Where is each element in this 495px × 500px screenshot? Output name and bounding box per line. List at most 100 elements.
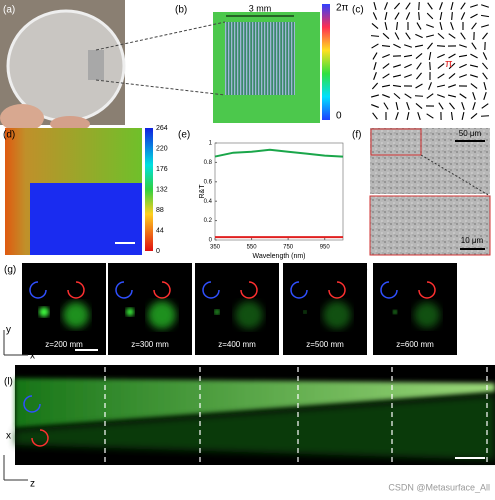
focus-image: [373, 263, 457, 355]
orientation: [427, 42, 433, 50]
orientation: [384, 11, 388, 21]
orientation: [461, 111, 465, 121]
orientation: [382, 94, 390, 98]
orientation: [372, 52, 378, 60]
axis-arrow: [3, 455, 28, 481]
colorbar-label: 2π: [336, 3, 349, 14]
orientation: [417, 112, 421, 120]
lcp-icon: [290, 281, 308, 299]
orientation: [373, 72, 377, 80]
orientation: [447, 94, 457, 98]
panel-label: (c): [352, 5, 364, 16]
sem-zoom: [369, 195, 491, 256]
orientation: [404, 63, 412, 69]
orientation: [451, 11, 453, 21]
orientation: [437, 94, 445, 98]
scale-label: 3 mm: [249, 3, 272, 13]
orientation: [426, 113, 434, 119]
panel-label: (k): [356, 265, 368, 276]
orientation: [426, 93, 434, 99]
orientation: [415, 52, 423, 60]
y-tick-label: 0: [209, 238, 213, 244]
focus-spot: [126, 308, 134, 316]
focus-label: z=200 mm: [45, 340, 83, 349]
orientation: [470, 53, 478, 59]
grating: [225, 22, 295, 95]
focus-spot: [63, 302, 89, 328]
colorbar-tick: 44: [156, 227, 164, 234]
orientation: [480, 14, 490, 18]
orientation: [448, 84, 456, 88]
x-tick-label: 550: [247, 245, 258, 251]
orientation: [470, 83, 478, 89]
orientation: [480, 115, 490, 117]
orientation: [448, 53, 456, 59]
orientation: [459, 44, 467, 48]
axis-arrow: [3, 330, 28, 356]
orientation: [448, 62, 456, 70]
orientation: [426, 12, 434, 20]
colorbar-label: 0: [336, 111, 342, 122]
orientation: [439, 2, 443, 10]
panel-label: (f): [352, 130, 361, 141]
metasurface: [88, 50, 104, 80]
focus-spot: [39, 307, 49, 317]
orientation: [416, 22, 422, 30]
y-tick-label: 0.6: [204, 179, 213, 185]
panel-label: (g): [4, 265, 16, 276]
watermark: CSDN @Metasurface_All: [388, 482, 490, 492]
zoom-line: [95, 21, 226, 51]
orientation: [415, 33, 423, 39]
plot-frame: [214, 142, 344, 241]
orientation: [426, 24, 434, 28]
panel-label: (i): [180, 265, 189, 276]
colorbar: [145, 128, 153, 251]
focus-spot: [393, 310, 397, 314]
panel-label: (l): [4, 377, 13, 388]
orientation: [418, 11, 420, 21]
orientation: [470, 74, 478, 78]
orientation: [405, 12, 411, 20]
scale-label: 10 μm: [461, 236, 484, 245]
panel-label: (h): [92, 265, 104, 276]
orientation: [436, 45, 446, 47]
zoom-line: [95, 79, 226, 96]
orientation: [448, 73, 456, 79]
orientation: [393, 64, 401, 68]
orientation: [483, 92, 487, 100]
orientation: [371, 104, 379, 108]
orientation: [437, 73, 445, 79]
orientation: [449, 102, 455, 110]
colorbar-tick: 264: [156, 125, 168, 132]
axis-label: x: [30, 351, 35, 362]
colorbar-tick: 176: [156, 166, 168, 173]
orientation: [460, 2, 466, 10]
orientation: [403, 54, 413, 58]
orientation: [459, 63, 467, 69]
orientation: [381, 84, 391, 88]
orientation: [394, 32, 400, 40]
orientation: [384, 2, 388, 10]
orientation: [382, 73, 390, 79]
orientation: [392, 74, 402, 78]
focus-label: z=300 mm: [131, 340, 169, 349]
orientation: [448, 33, 456, 39]
orientation: [471, 42, 477, 50]
y-tick-label: 1: [209, 141, 213, 147]
orientation: [373, 1, 377, 11]
orientation: [371, 94, 379, 98]
orientation: [481, 103, 489, 109]
focus-spot: [148, 301, 176, 329]
axis-label: z: [30, 479, 35, 490]
orientation: [406, 102, 410, 110]
orientation: [450, 22, 454, 30]
orientation: [418, 1, 420, 11]
finger: [0, 104, 44, 132]
x-axis-label: Wavelength (nm): [252, 253, 305, 260]
colorbar-tick: 88: [156, 207, 164, 214]
colorbar-tick: 132: [156, 186, 168, 193]
orientation: [481, 24, 489, 28]
focus-spot: [414, 302, 440, 328]
scale-label: 50 μm: [459, 129, 482, 138]
focus-spot: [235, 301, 263, 329]
